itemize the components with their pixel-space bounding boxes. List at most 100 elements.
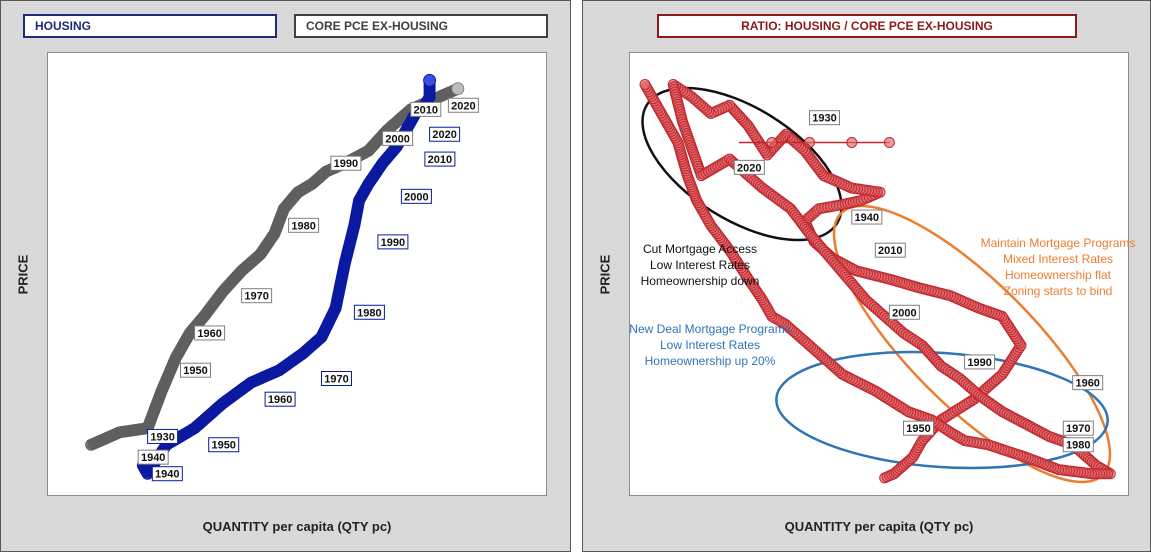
year-label-text: 1990 (967, 357, 991, 369)
year-label-box (377, 234, 409, 250)
year-label-box (1062, 420, 1094, 436)
year-label-box (137, 449, 169, 465)
core-pce-year-label: 1980 (288, 217, 320, 233)
year-label-text: 1990 (381, 237, 405, 249)
year-label-box (353, 304, 385, 320)
annotation-orange-line: Maintain Mortgage Programs (981, 236, 1136, 250)
annotation-black-line: Low Interest Rates (650, 258, 750, 272)
housing-year-label: 1980 (353, 304, 385, 320)
core-pce-year-label: 2020 (447, 97, 479, 113)
year-label-box (151, 466, 183, 482)
housing-year-label: 2020 (429, 126, 461, 142)
ratio-point (846, 137, 858, 149)
year-label-box (851, 209, 883, 225)
year-label-text: 2020 (451, 100, 475, 112)
year-label-text: 1970 (1066, 423, 1090, 435)
right-y-axis-title: PRICE (597, 254, 613, 295)
core-pce-year-label: 1960 (194, 325, 226, 341)
year-label-text: 2000 (385, 133, 409, 145)
ratio-point (883, 137, 895, 149)
year-label-text: 1970 (324, 374, 348, 386)
year-label-text: 2010 (414, 104, 438, 116)
year-label-text: 2010 (878, 245, 902, 257)
legend-housing: HOUSING (23, 14, 277, 38)
ratio-year-label: 1940 (851, 209, 883, 225)
left-chart-panel: HOUSING CORE PCE EX-HOUSING 1930 1940 1950… (0, 0, 571, 552)
year-label-box (903, 420, 934, 436)
year-label-text: 1940 (855, 212, 879, 224)
ratio-year-label: 1990 (964, 354, 996, 370)
year-label-box (400, 188, 432, 204)
year-label-text: 2020 (737, 162, 761, 174)
housing-year-label: 1960 (264, 391, 296, 407)
annotation-blue-line: Homeownership up 20% (645, 354, 776, 368)
housing-year-label: 1990 (377, 234, 409, 250)
year-label-text: 1980 (357, 307, 381, 319)
year-label-box (809, 110, 840, 126)
core-pce-year-label: 2000 (382, 130, 414, 146)
year-label-box (382, 130, 414, 146)
year-label-text: 1980 (1066, 440, 1090, 452)
housing-end-point (423, 73, 437, 87)
year-label-box (241, 288, 273, 304)
year-label-box (180, 362, 211, 378)
year-label-box (429, 126, 461, 142)
annotation-blue: New Deal Mortgage Programs Low Interest R… (629, 322, 790, 368)
year-label-text: 1960 (268, 394, 292, 406)
housing-year-label: 1940 (151, 466, 183, 482)
housing-year-label: 2000 (400, 188, 432, 204)
year-label-box (330, 155, 362, 171)
annotation-orange-line: Homeownership flat (1005, 268, 1112, 282)
annotation-black-line: Homeownership down (641, 274, 760, 288)
year-label-text: 1950 (183, 365, 207, 377)
left-plot-area: 1930 1940 1950 1960 1970 1980 1990 2000 2010 2020… (47, 52, 547, 496)
year-label-box (733, 159, 765, 175)
year-label-text: 2010 (428, 154, 452, 166)
housing-year-label: 1930 (147, 428, 179, 444)
year-label-box (208, 437, 240, 453)
ellipse-black-region (641, 86, 843, 242)
year-label-box (874, 242, 906, 258)
annotation-orange-line: Zoning starts to bind (1004, 284, 1113, 298)
housing-year-label: 1950 (208, 437, 240, 453)
core-pce-year-label: 1970 (241, 288, 273, 304)
year-label-text: 2000 (404, 191, 428, 203)
year-label-text: 2020 (432, 129, 456, 141)
year-label-box (1062, 437, 1094, 453)
ratio-year-label: 2020 (733, 159, 765, 175)
year-label-box (447, 97, 479, 113)
ellipse-blue-region (775, 350, 1109, 470)
year-label-text: 1950 (906, 423, 930, 435)
year-label-text: 1930 (150, 431, 174, 443)
left-x-axis-title: QUANTITY per capita (QTY pc) (202, 519, 392, 534)
year-label-box (194, 325, 226, 341)
ratio-point (639, 79, 651, 91)
core-pce-year-label: 1990 (330, 155, 362, 171)
year-label-text: 1990 (334, 158, 358, 170)
ratio-year-label: 1960 (1072, 375, 1104, 391)
ratio-year-label: 1970 (1062, 420, 1094, 436)
legend-core-pce: CORE PCE EX-HOUSING (294, 14, 548, 38)
core-pce-year-label: 2010 (410, 101, 442, 117)
annotation-black-line: Cut Mortgage Access (643, 242, 757, 256)
ratio-year-label: 1930 (809, 110, 840, 126)
right-chart-panel: RATIO: HOUSING / CORE PCE EX-HOUSING 193… (582, 0, 1151, 552)
year-label-box (288, 217, 320, 233)
year-label-box (1072, 375, 1104, 391)
annotation-black: Cut Mortgage Access Low Interest Rates Hom… (641, 242, 760, 288)
ratio-year-label: 1950 (903, 420, 934, 436)
year-label-box (410, 101, 442, 117)
right-x-axis-title: QUANTITY per capita (QTY pc) (784, 519, 974, 534)
year-label-text: 1970 (244, 291, 268, 303)
year-label-text: 1950 (211, 440, 235, 452)
year-label-box (321, 371, 352, 386)
year-label-text: 2000 (892, 307, 916, 319)
year-label-text: 1960 (1075, 378, 1099, 390)
year-label-box (888, 304, 920, 320)
annotation-orange-line: Mixed Interest Rates (1003, 252, 1113, 266)
ratio-year-label: 1980 (1062, 437, 1094, 453)
annotation-blue-line: New Deal Mortgage Programs (629, 322, 790, 336)
year-label-text: 1930 (812, 113, 836, 125)
legend-ratio: RATIO: HOUSING / CORE PCE EX-HOUSING (657, 14, 1077, 38)
core-pce-year-label: 1950 (180, 362, 211, 378)
